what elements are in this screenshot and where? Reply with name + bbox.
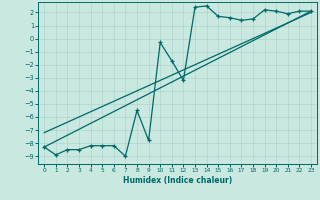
X-axis label: Humidex (Indice chaleur): Humidex (Indice chaleur): [123, 176, 232, 185]
